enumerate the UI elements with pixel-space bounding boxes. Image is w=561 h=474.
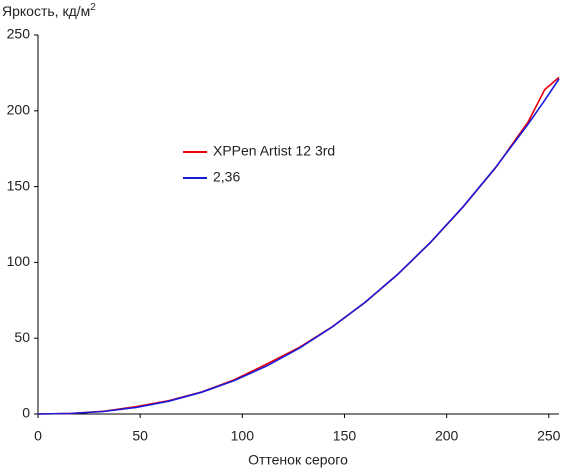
legend-label: 2,36: [213, 169, 240, 185]
y-tick-label: 150: [7, 177, 31, 193]
x-tick-label: 100: [231, 428, 255, 444]
y-tick-label: 50: [14, 329, 30, 345]
x-tick-label: 50: [132, 428, 148, 444]
y-tick-label: 200: [7, 102, 31, 118]
x-tick-label: 200: [435, 428, 459, 444]
y-axis-label: Яркость, кд/м2: [2, 2, 96, 19]
y-tick-label: 0: [22, 405, 30, 421]
x-tick-label: 250: [537, 428, 561, 444]
y-tick-label: 250: [7, 26, 31, 42]
legend-label: XPPen Artist 12 3rd: [213, 143, 335, 159]
x-tick-label: 150: [333, 428, 357, 444]
y-label-main: Яркость, кд/м: [2, 3, 90, 19]
data-line: [37, 76, 560, 415]
y-tick-label: 100: [7, 253, 31, 269]
x-axis-label: Оттенок серого: [248, 452, 348, 468]
data-line: [37, 78, 560, 415]
y-label-sup: 2: [90, 2, 96, 13]
x-tick-label: 0: [34, 428, 42, 444]
